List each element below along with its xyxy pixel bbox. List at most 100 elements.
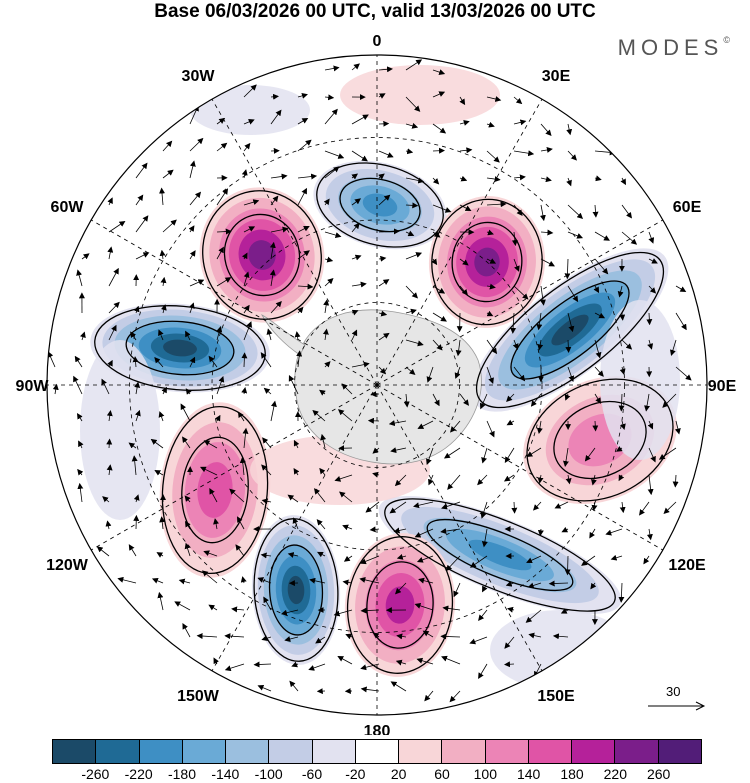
wind-vector [537,339,544,351]
wind-vector [237,516,245,530]
wind-vector [345,633,353,640]
wind-vector [647,474,654,496]
wind-vector [610,554,623,561]
wind-vector [135,215,149,233]
wind-vector [158,329,164,341]
wind-vector [581,555,596,566]
wind-vector [675,366,692,381]
wind-vector [486,201,507,208]
wind-vector [648,447,656,463]
wind-vector [297,92,308,99]
polar-map: 0 30E 60E 90E 120E 150E 180 150W 120W 90W 60W 30W [16,33,737,735]
wind-vector [405,230,415,237]
wind-vector [216,375,225,395]
wind-vector [74,355,83,368]
page-title: Base 06/03/2026 00 UTC, valid 13/03/2026… [154,1,596,22]
wind-vector [208,355,218,368]
wind-vector [359,555,380,565]
wind-vector [216,188,229,206]
wind-vector [351,254,362,261]
wind-vector [486,310,494,317]
wind-vector [548,580,569,587]
wind-vector [459,96,466,106]
wind-vector [536,420,543,434]
wind-vector [539,285,546,306]
wind-vector [324,231,342,238]
wind-vector [284,636,299,642]
wind-vector [454,366,461,379]
wind-vector [615,446,623,452]
background-anomaly-shade [490,610,630,690]
wind-vector [432,285,446,294]
streamline [510,280,630,380]
wind-vector [216,117,226,125]
wind-vector [339,491,353,503]
meridian-line [376,384,663,551]
wind-vector [235,544,245,557]
wind-vector [150,438,164,449]
wind-vector [477,474,488,486]
wind-vector [243,84,257,98]
wind-vector [431,258,438,266]
wind-vector [658,447,677,460]
meridian-line [211,99,378,386]
wind-vector [160,304,167,314]
wind-vector [316,519,326,530]
wind-vector [481,447,488,464]
wind-vector [293,467,300,476]
wind-vector [322,328,329,341]
wind-vector [426,366,434,383]
wind-vector [618,474,625,482]
wind-vector [262,437,272,449]
wind-vector [243,142,251,152]
wind-vector [351,309,359,316]
wind-vector [403,393,410,408]
wind-vector [102,496,110,503]
wind-vector [337,656,353,665]
wind-vector [486,366,494,384]
wind-vector [537,474,544,484]
wind-vector [441,655,461,665]
streamline [181,436,249,544]
wind-vector [351,150,368,162]
wind-vector [117,576,137,584]
wind-vector [418,577,434,584]
wind-vector [511,231,518,247]
wind-vector [323,299,330,314]
wind-vector [513,174,526,181]
wind-vector [405,285,418,299]
wind-vector [405,308,417,315]
longitude-label: 60E [673,199,702,216]
wind-vector [527,582,542,589]
wind-vector [324,94,335,101]
colorbar-tick-label: -140 [211,766,240,782]
wind-vector [269,269,276,287]
wind-vector [526,555,542,564]
wind-vector [378,255,387,262]
colorbar-swatch [311,740,355,763]
wind-vector [405,96,421,112]
wind-vector [108,324,117,341]
colorbar [52,739,702,764]
wind-vector [481,528,488,548]
wind-vector [566,177,572,187]
anomaly-contour-fill [385,586,415,624]
wind-vector [47,351,56,368]
wind-vector [260,352,272,368]
wind-vector [455,339,462,357]
streamline [223,213,301,297]
wind-vector-field [47,59,692,703]
wind-vector [159,249,166,260]
wind-vector [378,279,390,287]
map-border [46,54,708,716]
wind-vector [260,552,272,559]
wind-vector [319,389,326,396]
streamline [475,251,665,409]
wind-vector [343,555,353,562]
wind-vector [394,474,407,487]
wind-vector [619,420,626,430]
wind-vector [405,202,419,209]
colorbar-tick-label: 140 [516,766,541,782]
wind-vector [243,304,250,314]
wind-vector [378,194,391,206]
